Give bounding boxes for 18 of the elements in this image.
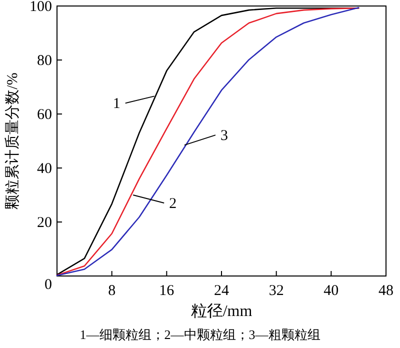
annotation: 2 (169, 196, 177, 212)
y-tick-label: 80 (37, 53, 52, 69)
x-tick-label: 48 (378, 283, 394, 299)
y-tick-label: 0 (44, 277, 52, 293)
y-tick-label: 20 (37, 215, 52, 231)
y-axis-title: 颗粒累计质量分数/% (4, 72, 21, 210)
x-tick-label: 32 (268, 283, 284, 299)
y-tick-label: 100 (30, 0, 52, 15)
y-tick-label: 40 (37, 161, 52, 177)
y-tick-label: 60 (37, 107, 52, 123)
x-tick-label: 40 (324, 283, 339, 299)
x-axis-title: 粒径/mm (190, 303, 253, 320)
x-tick-label: 16 (159, 283, 175, 299)
text: 1—细颗粒组；2—中颗粒组；3—粗颗粒组 (80, 327, 320, 342)
annotation: 1 (112, 96, 120, 112)
x-tick-label: 8 (108, 283, 116, 299)
x-tick-label: 24 (214, 283, 230, 299)
annotation: 3 (220, 128, 228, 144)
